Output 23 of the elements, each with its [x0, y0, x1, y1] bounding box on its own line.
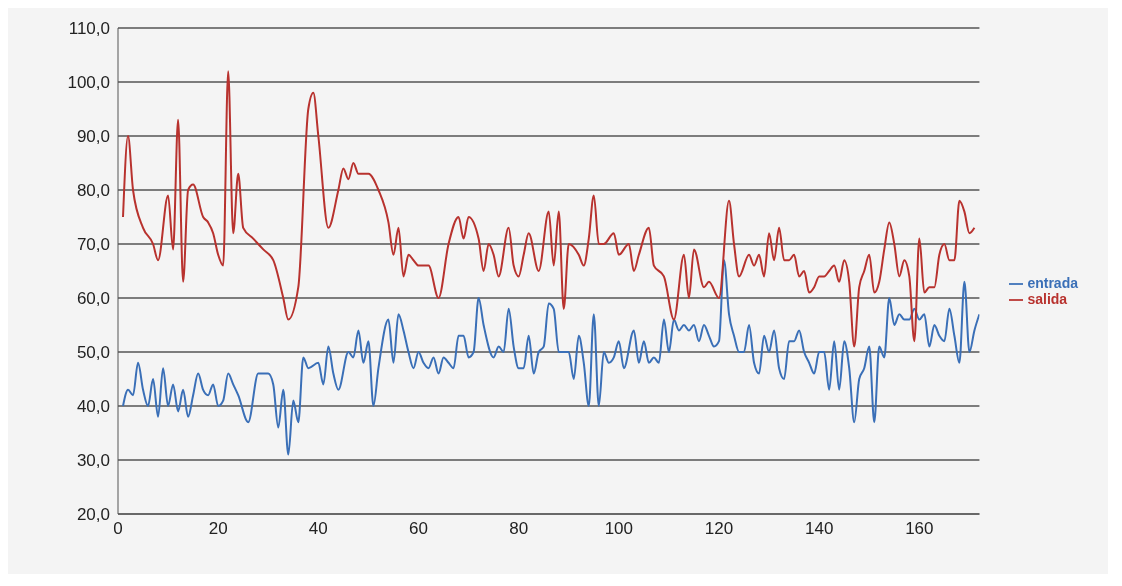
y-tick-label: 110,0	[68, 19, 110, 39]
x-tick-label: 100	[604, 519, 634, 539]
x-tick-label: 0	[113, 519, 123, 539]
y-tick-label: 70,0	[76, 235, 110, 255]
y-tick-label: 20,0	[76, 505, 110, 525]
x-tick-label: 80	[509, 519, 529, 539]
y-tick-label: 50,0	[76, 343, 110, 363]
y-tick-label: 100,0	[67, 73, 110, 93]
y-tick-label: 60,0	[76, 289, 110, 309]
y-tick-label: 90,0	[76, 127, 110, 147]
y-tick-label: 30,0	[76, 451, 110, 471]
x-tick-label: 140	[804, 519, 834, 539]
x-tick-label: 60	[409, 519, 428, 539]
x-tick-label: 40	[308, 519, 328, 539]
legend-label: entrada	[1027, 274, 1078, 291]
line-series	[122, 70, 976, 348]
legend-label: salida	[1027, 291, 1068, 307]
line-series	[122, 259, 980, 456]
x-tick-label: 160	[905, 519, 934, 539]
x-tick-label: 20	[208, 519, 228, 539]
y-tick-label: 80,0	[76, 181, 110, 201]
y-tick-label: 40,0	[76, 397, 110, 417]
x-tick-label: 120	[704, 519, 734, 539]
